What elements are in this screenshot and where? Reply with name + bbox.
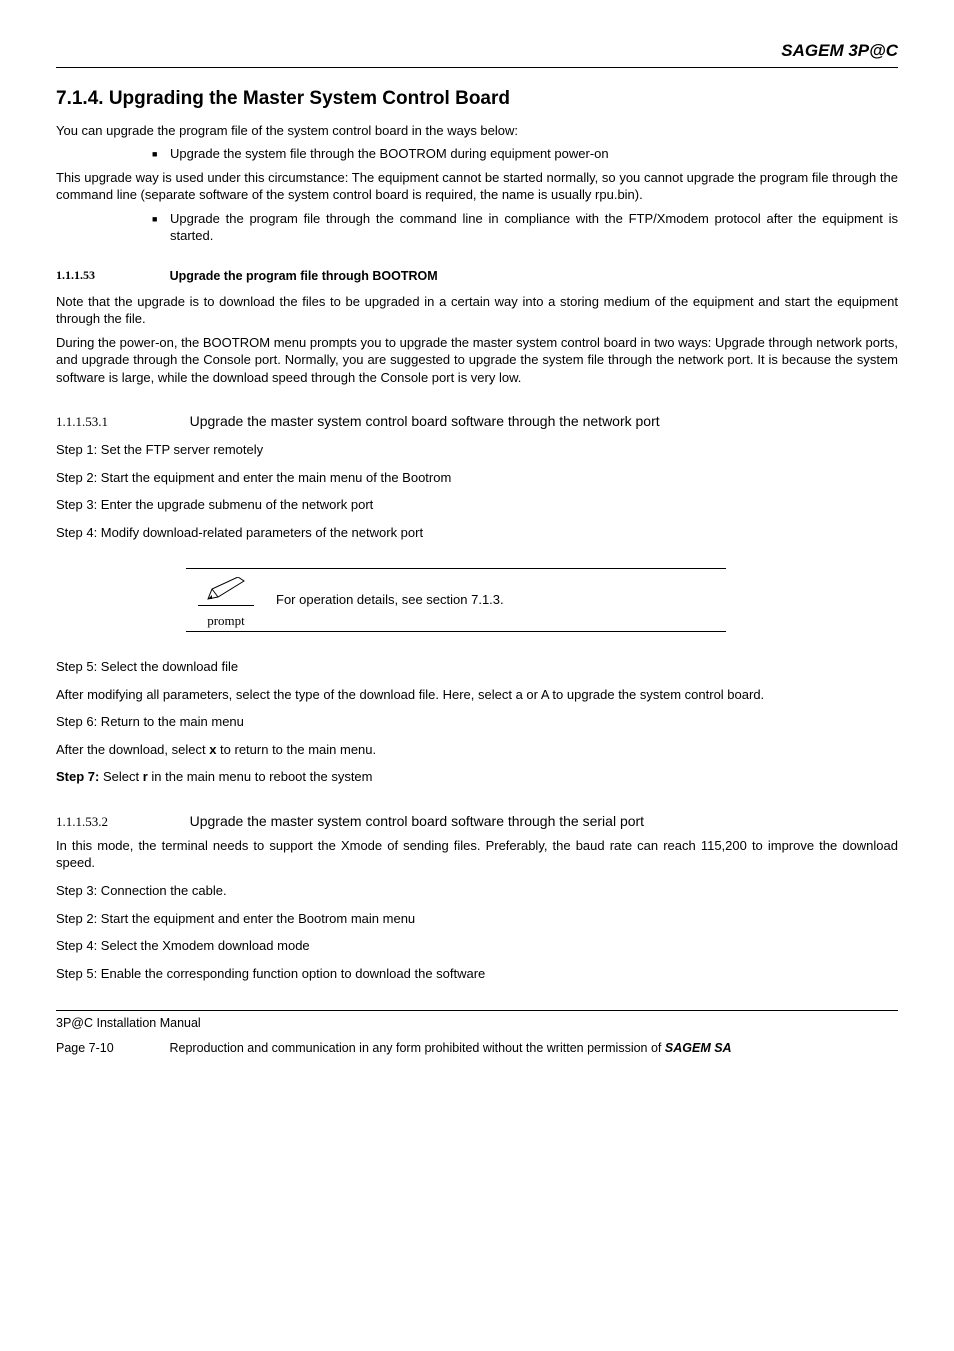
title-number: 7.1.4.: [56, 88, 104, 109]
header-brand: SAGEM 3P@C: [56, 40, 898, 68]
title-text: Upgrading the Master System Control Boar…: [109, 88, 510, 109]
prompt-label: prompt: [186, 612, 266, 630]
footer-rights: Reproduction and communication in any fo…: [169, 1040, 896, 1057]
section-title: Upgrade the program file through BOOTROM: [170, 269, 438, 283]
prompt-box: prompt For operation details, see sectio…: [186, 568, 726, 633]
subsection-heading: 1.1.1.53.2 Upgrade the master system con…: [56, 812, 898, 831]
subsection-number: 1.1.1.53.1: [56, 413, 186, 431]
pencil-icon: [198, 577, 254, 606]
divider: [186, 631, 726, 632]
footer-manual: 3P@C Installation Manual: [56, 1015, 898, 1032]
section-number: 1.1.1.53: [56, 267, 166, 283]
prompt-icon-cell: prompt: [186, 577, 266, 630]
bullet-list-2: Upgrade the program file through the com…: [56, 210, 898, 245]
text: to return to the main menu.: [216, 742, 376, 757]
subsection-number: 1.1.1.53.2: [56, 813, 186, 831]
text: After the download, select: [56, 742, 209, 757]
intro-paragraph: You can upgrade the program file of the …: [56, 122, 898, 140]
subsection-title: Upgrade the master system control board …: [190, 413, 660, 429]
paragraph: Note that the upgrade is to download the…: [56, 293, 898, 328]
bullet-item: Upgrade the program file through the com…: [152, 210, 898, 245]
text: Select: [99, 769, 142, 784]
steps-block: Step 5: Select the download file After m…: [56, 658, 898, 786]
step-text: Step 2: Start the equipment and enter th…: [56, 469, 898, 487]
page-title: 7.1.4. Upgrading the Master System Contr…: [56, 86, 898, 112]
bullet-item: Upgrade the system file through the BOOT…: [152, 145, 898, 163]
prompt-text: For operation details, see section 7.1.3…: [266, 577, 726, 609]
step-text: Step 5: Enable the corresponding functio…: [56, 965, 898, 983]
text: in the main menu to reboot the system: [148, 769, 373, 784]
step-text: Step 7: Select r in the main menu to reb…: [56, 768, 898, 786]
steps-block: Step 1: Set the FTP server remotely Step…: [56, 441, 898, 541]
step-text: Step 4: Select the Xmodem download mode: [56, 937, 898, 955]
footer: 3P@C Installation Manual Page 7-10 Repro…: [56, 1010, 898, 1057]
subsection-heading: 1.1.1.53.1 Upgrade the master system con…: [56, 412, 898, 431]
step-label: Step 7:: [56, 769, 99, 784]
paragraph: After modifying all parameters, select t…: [56, 686, 898, 704]
subsection-title: Upgrade the master system control board …: [190, 813, 644, 829]
step-text: Step 3: Connection the cable.: [56, 882, 898, 900]
step-text: Step 3: Enter the upgrade submenu of the…: [56, 496, 898, 514]
footer-rights-text: Reproduction and communication in any fo…: [169, 1041, 664, 1055]
footer-page: Page 7-10: [56, 1040, 166, 1057]
paragraph: During the power-on, the BOOTROM menu pr…: [56, 334, 898, 387]
footer-brand: SAGEM SA: [665, 1041, 732, 1055]
step-text: Step 4: Modify download-related paramete…: [56, 524, 898, 542]
paragraph: This upgrade way is used under this circ…: [56, 169, 898, 204]
paragraph: In this mode, the terminal needs to supp…: [56, 837, 898, 872]
step-text: Step 1: Set the FTP server remotely: [56, 441, 898, 459]
step-text: Step 5: Select the download file: [56, 658, 898, 676]
paragraph: After the download, select x to return t…: [56, 741, 898, 759]
bullet-list-1: Upgrade the system file through the BOOT…: [56, 145, 898, 163]
steps-block: Step 3: Connection the cable. Step 2: St…: [56, 882, 898, 982]
section-heading: 1.1.1.53 Upgrade the program file throug…: [56, 267, 898, 285]
step-text: Step 6: Return to the main menu: [56, 713, 898, 731]
step-text: Step 2: Start the equipment and enter th…: [56, 910, 898, 928]
